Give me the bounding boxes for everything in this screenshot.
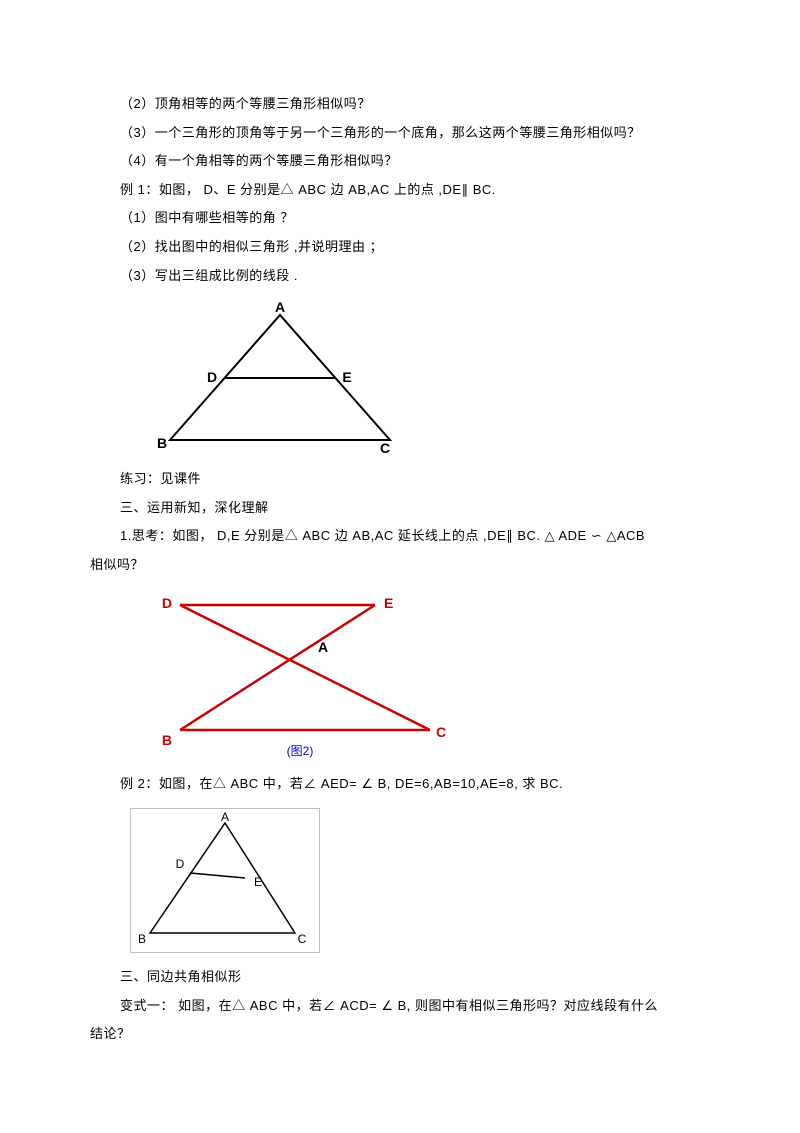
label-B: B — [157, 435, 167, 451]
text-line: 相似吗？ — [90, 551, 710, 580]
text-line: 变式一： 如图，在△ ABC 中，若∠ ACD= ∠ B, 则图中有相似三角形吗… — [120, 992, 710, 1021]
text-line: 三、运用新知，深化理解 — [120, 494, 710, 523]
label-C: C — [436, 724, 446, 740]
figure-3-triangle-box: A B C D E — [130, 808, 710, 953]
label-A: A — [275, 300, 285, 315]
document-page: （2）顶角相等的两个等腰三角形相似吗？ （3）一个三角形的顶角等于另一个三角形的… — [0, 0, 800, 1089]
label-E: E — [254, 875, 262, 889]
label-B: B — [162, 732, 172, 748]
text-line: （3）写出三组成比例的线段 . — [120, 262, 710, 291]
label-D: D — [207, 369, 217, 385]
label-D: D — [176, 857, 185, 871]
text-line: （2）顶角相等的两个等腰三角形相似吗？ — [120, 90, 710, 119]
label-C: C — [380, 440, 390, 455]
text-line: 1.思考：如图， D,E 分别是△ ABC 边 AB,AC 延长线上的点 ,DE… — [120, 522, 710, 551]
text-line: 例 2：如图，在△ ABC 中，若∠ AED= ∠ B, DE=6,AB=10,… — [120, 770, 710, 799]
text-line: 例 1：如图， D、E 分别是△ ABC 边 AB,AC 上的点 ,DE∥ BC… — [120, 176, 710, 205]
text-line: （4）有一个角相等的两个等腰三角形相似吗？ — [120, 147, 710, 176]
figure-1-triangle: A B C D E — [150, 300, 710, 455]
text-line: （3）一个三角形的顶角等于另一个三角形的一个底角，那么这两个等腰三角形相似吗？ — [120, 119, 710, 148]
label-E: E — [384, 595, 393, 611]
label-A: A — [318, 639, 328, 655]
text-line: 结论？ — [90, 1020, 710, 1049]
figure-2-caption: (图2) — [287, 744, 314, 758]
label-E: E — [342, 369, 351, 385]
label-B: B — [138, 932, 146, 946]
text-line: 三、同边共角相似形 — [120, 963, 710, 992]
text-line: 练习：见课件 — [120, 465, 710, 494]
label-A: A — [221, 810, 229, 824]
label-C: C — [298, 932, 307, 946]
text-line: （2）找出图中的相似三角形 ,并说明理由 ； — [120, 233, 710, 262]
label-D: D — [162, 595, 172, 611]
figure-2-crossed-triangles: D E A B C (图2) — [150, 590, 710, 760]
text-line: （1）图中有哪些相等的角 ？ — [120, 204, 710, 233]
